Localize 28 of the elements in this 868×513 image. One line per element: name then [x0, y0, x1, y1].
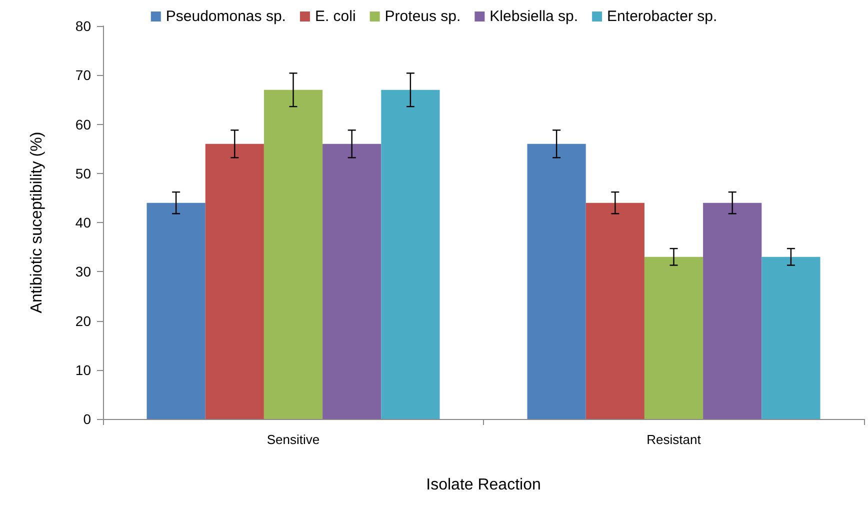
y-tick-label: 60	[75, 116, 92, 132]
bar	[762, 256, 820, 419]
y-axis-title: Antibiotic suceptibility (%)	[28, 132, 46, 314]
legend-label: Klebsiella sp.	[490, 8, 578, 25]
bar	[146, 202, 206, 419]
bar	[381, 90, 440, 419]
y-tick-label: 10	[75, 362, 92, 378]
bar	[586, 202, 644, 419]
bar	[264, 90, 323, 419]
x-tick-label: Sensitive	[266, 432, 320, 447]
legend-label: E. coli	[314, 8, 356, 25]
y-tick-label: 20	[75, 312, 92, 329]
bar	[205, 144, 264, 419]
y-tick-label: 80	[75, 18, 92, 34]
y-tick-label: 0	[83, 411, 92, 427]
bar	[322, 144, 382, 419]
y-tick-label: 70	[75, 67, 92, 84]
legend-label: Proteus sp.	[384, 8, 461, 25]
y-tick-label: 40	[75, 214, 92, 230]
bar	[527, 144, 586, 419]
y-tick-label: 50	[75, 165, 92, 182]
legend-label: Enterobacter sp.	[607, 8, 718, 25]
x-axis-title: Isolate Reaction	[426, 476, 541, 494]
bar	[703, 202, 762, 419]
bar	[644, 256, 704, 419]
legend-label: Pseudomonas sp.	[166, 8, 286, 25]
x-tick-label: Resistant	[646, 432, 702, 447]
y-tick-label: 30	[75, 264, 92, 280]
